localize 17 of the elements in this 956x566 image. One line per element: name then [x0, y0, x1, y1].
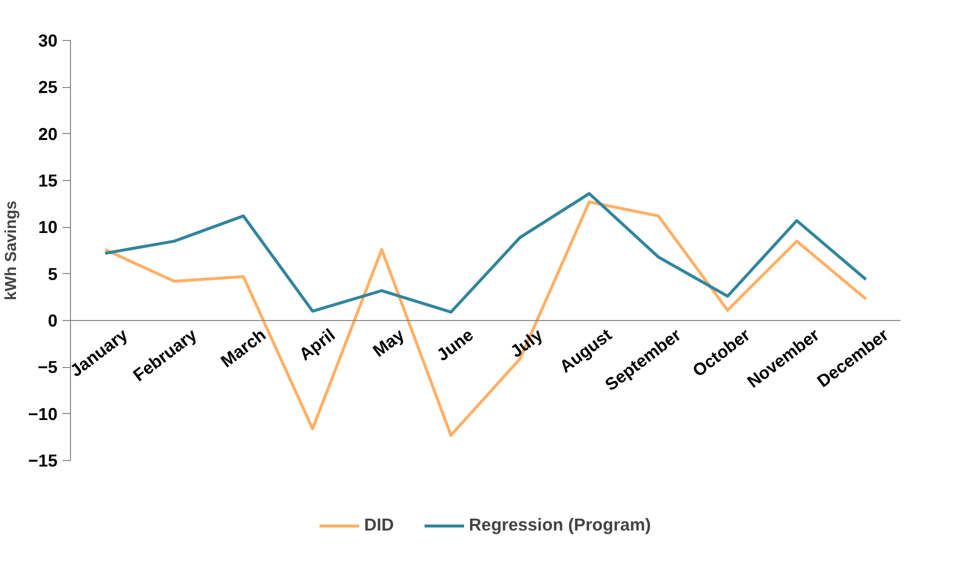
x-tick-label: June [432, 324, 478, 365]
legend-label: Regression (Program) [468, 514, 651, 536]
y-tick-label: 25 [38, 77, 58, 98]
y-tick-label: 20 [38, 124, 58, 144]
x-tick-label: July [506, 324, 546, 362]
y-tick-label: 10 [38, 217, 58, 238]
y-tick-label: −5 [38, 357, 58, 378]
y-tick-label: −10 [28, 404, 58, 424]
x-tick-label: May [368, 324, 408, 361]
y-axis-title: kWh Savings [3, 200, 20, 300]
y-tick-label: 0 [48, 310, 58, 330]
y-tick-label: 5 [48, 264, 58, 284]
y-tick-label: −15 [28, 450, 58, 470]
y-tick-label: 15 [38, 170, 58, 190]
legend-label: DID [364, 514, 394, 536]
y-tick-label: 30 [38, 30, 58, 50]
line-series [104, 192, 868, 314]
